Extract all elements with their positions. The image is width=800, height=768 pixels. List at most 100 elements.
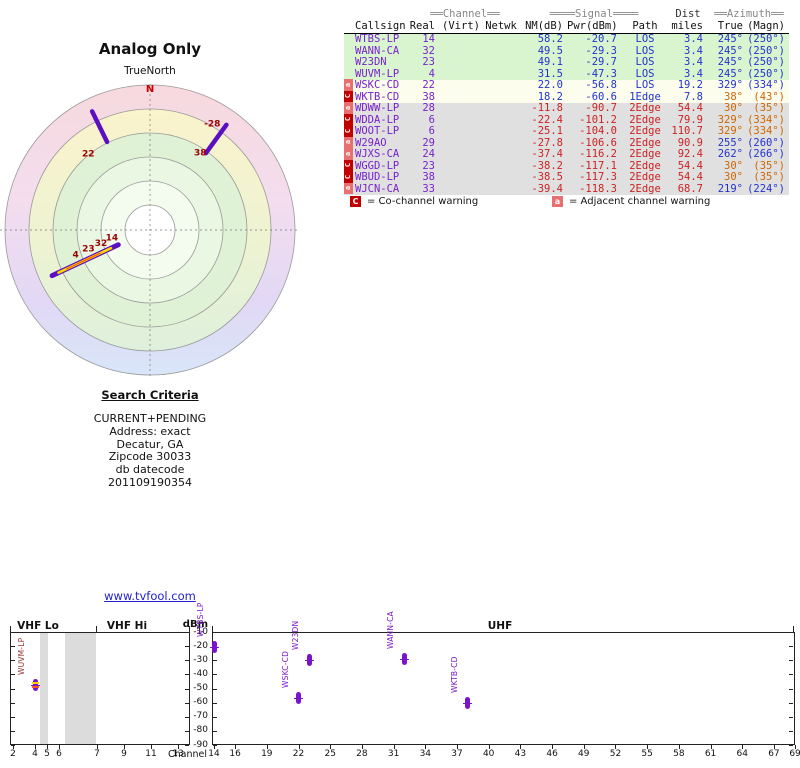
radar-channel-label: 38 [194,148,207,158]
cell-callsign: WGGD-LP [355,160,400,172]
y-axis-tick [185,646,189,648]
cell-pwr-dbm: -106.6 [579,137,617,149]
adjacent-warning-label: = Adjacent channel warning [569,196,711,207]
legend-adjacent: a = Adjacent channel warning [552,196,710,207]
x-axis-label: 55 [641,749,653,759]
cell-callsign: W29AO [355,137,387,149]
cell-callsign: WBUD-LP [355,172,400,183]
cell-distance-miles: 3.4 [684,34,703,45]
cell-distance-miles: 110.7 [671,126,703,137]
table-row: WBUD-LP 38 -38.5 -117.3 2Edge 54.4 30° (35°) [344,172,789,184]
cell-pwr-dbm: -60.6 [585,91,617,103]
cochannel-warning-label: = Co-channel warning [367,196,479,207]
site-link[interactable]: www.tvfool.com [104,589,196,603]
cell-azimuth-true: 30° [724,172,743,183]
y-axis-tick [185,716,189,718]
x-axis-tick [647,745,649,749]
x-axis-label: 46 [546,749,558,759]
y-axis-label: -70 [193,711,208,722]
radar-orientation-label: TrueNorth [124,65,176,77]
y-axis-tick [789,716,793,718]
y-axis-tick [789,745,793,746]
band-boundary-tick [10,626,11,632]
x-axis-title: Channel [168,749,208,760]
signal-mark-WSKC-CD [296,692,302,705]
vhf-spectrum-panel [10,632,190,745]
column-header-Magn: (Magn) [747,20,785,32]
y-axis-label: -30 [193,654,208,665]
x-axis-tick [710,745,712,749]
column-header-True: True [717,20,743,32]
cell-nm-db: 58.2 [537,34,563,45]
y-axis-tick [11,660,15,662]
x-axis-label: 22 [292,749,305,759]
radar-spoke-334 [89,109,110,145]
radar-channel-label: 14 [106,234,119,244]
search-criteria-block: CURRENT+PENDING Address: exact Decatur, … [30,412,270,490]
y-axis-tick [213,674,217,676]
cell-callsign: WDWW-LP [355,103,400,114]
cell-distance-miles: 54.4 [677,172,703,183]
cell-real-channel: 23 [422,160,435,172]
warning-flag-adjacent: a [344,102,353,114]
x-axis-label: 61 [704,749,717,759]
y-axis-tick [185,745,189,746]
radar-channel-label: 23 [82,245,95,255]
warning-flag-adjacent: a [344,136,353,148]
column-header-Callsign: Callsign [355,20,406,32]
band-label-vhf-lo: VHF Lo [13,620,63,632]
cell-nm-db: -27.8 [531,137,563,149]
x-axis-label: 16 [229,749,241,759]
cell-real-channel: 22 [422,80,435,91]
x-axis-tick [520,745,522,749]
cell-nm-db: -37.4 [531,149,563,160]
cell-distance-miles: 90.9 [677,137,703,149]
table-row: WSKC-CD 22 22.0 -56.8 LOS 19.2 329° (334°) [344,80,789,92]
cell-pwr-dbm: -20.7 [585,34,617,45]
cell-pwr-dbm: -104.0 [579,126,617,137]
uhf-spectrum-panel [212,632,795,745]
x-axis-tick [583,745,585,749]
column-header-NMdB: NM(dB) [525,20,563,32]
x-axis-label: 19 [261,749,273,759]
spectrum-callsign-label-WUVM-LP: WUVM-LP [17,637,26,675]
x-axis-tick [124,745,125,749]
cell-pwr-dbm: -117.1 [579,160,617,172]
y-axis-tick [185,688,189,690]
cell-distance-miles: 3.4 [684,68,703,80]
cell-azimuth-true: 38° [724,91,743,103]
spectrum-callsign-label-WSKC-CD: WSKC-CD [280,651,290,689]
x-axis-tick [330,745,332,749]
group-header-azimuth: ══Azimuth══ [714,8,784,20]
x-axis-label: 14 [208,749,220,759]
warning-flag-cochannel: C [344,125,353,137]
cell-nm-db: 49.1 [537,57,563,68]
warning-flag-adjacent: a [344,182,353,194]
cell-nm-db: -38.5 [531,172,563,183]
spectrum-callsign-label-W23DN: W23DN [291,620,301,650]
x-axis-tick [456,745,458,749]
y-axis-tick [11,688,15,690]
cell-pwr-dbm: -56.8 [585,80,617,91]
x-axis-tick [615,745,617,749]
cell-callsign: WKTB-CD [355,91,400,103]
cell-pwr-dbm: -90.7 [585,103,617,114]
cell-distance-miles: 79.9 [677,114,703,126]
column-header-miles: miles [671,20,703,32]
cell-path: 2Edge [629,114,661,126]
cell-nm-db: 49.5 [537,45,563,57]
warning-flag-adjacent: a [344,148,353,160]
group-header-signal: ════Signal════ [549,8,639,20]
x-axis-label: 43 [514,749,527,759]
cell-pwr-dbm: -29.3 [585,45,617,57]
cell-pwr-dbm: -116.2 [579,149,617,160]
table-row: WTBS-LP 14 58.2 -20.7 LOS 3.4 245° (250°) [344,34,789,46]
cell-path: LOS [635,80,655,91]
cell-path: LOS [635,68,655,80]
cell-nm-db: -25.1 [531,126,563,137]
y-axis-label: -10 [193,626,208,637]
cell-path: 2Edge [629,160,661,172]
search-criteria-line: Address: exact [109,424,191,438]
warning-flag-cochannel: C [344,171,353,183]
spectrum-callsign-label-WANN-CA: WANN-CA [386,611,396,650]
